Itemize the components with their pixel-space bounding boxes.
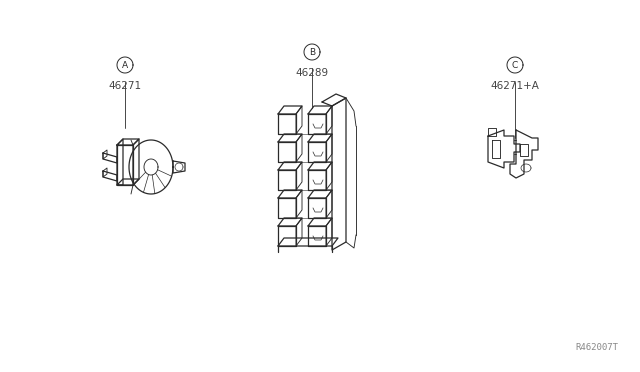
Text: B: B bbox=[309, 48, 315, 57]
Text: 46271+A: 46271+A bbox=[491, 81, 540, 91]
Text: R462007T: R462007T bbox=[575, 343, 618, 352]
Text: 46289: 46289 bbox=[296, 68, 328, 78]
Text: 46271: 46271 bbox=[108, 81, 141, 91]
Text: C: C bbox=[512, 61, 518, 70]
Text: A: A bbox=[122, 61, 128, 70]
